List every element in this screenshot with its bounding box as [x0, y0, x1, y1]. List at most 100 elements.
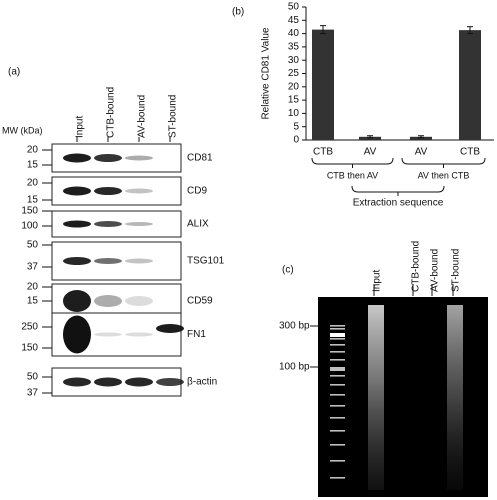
bar — [359, 136, 381, 140]
marker-label: 300 bp — [279, 321, 310, 332]
bar — [312, 29, 334, 140]
protein-label: CD9 — [187, 186, 207, 197]
y-tick-label: 50 — [288, 2, 300, 13]
mw-label: 20 — [27, 282, 39, 293]
ladder-band — [330, 338, 345, 340]
lane-label: Input — [372, 270, 383, 292]
lane-label: AV-bound — [137, 95, 148, 138]
blot-band — [125, 377, 153, 387]
y-tick-label: 45 — [288, 15, 300, 26]
mw-label: 20 — [27, 178, 39, 189]
blot-band — [125, 258, 153, 264]
ladder-band — [330, 325, 345, 327]
x-tick-label: AV — [364, 147, 377, 158]
blot-band — [63, 257, 91, 265]
mw-header: MW (kDa) — [2, 125, 43, 135]
blot-band — [94, 154, 122, 162]
ladder-band — [330, 333, 345, 337]
ladder-band — [330, 328, 345, 330]
blot-band — [125, 332, 153, 337]
blot-band — [125, 296, 153, 306]
protein-label: CD81 — [187, 153, 213, 164]
x-axis-label: Extraction sequence — [353, 198, 444, 209]
blot-band — [125, 188, 153, 194]
panel-label: (a) — [8, 67, 20, 78]
bracket — [311, 157, 394, 168]
marker-label: 100 bp — [279, 362, 310, 373]
blot-band — [125, 155, 153, 161]
x-tick-label: CTB — [313, 147, 333, 158]
ladder-band — [330, 375, 345, 377]
ladder-band — [330, 384, 345, 386]
y-tick-label: 25 — [288, 68, 300, 79]
bar — [410, 136, 432, 140]
x-tick-label: AV — [415, 147, 428, 158]
blot-band — [63, 186, 91, 196]
blot-band — [94, 187, 122, 195]
bar — [459, 30, 481, 141]
blot-band — [125, 222, 153, 226]
lane-label: CTB-bound — [106, 87, 117, 138]
panel-label: (c) — [282, 265, 294, 276]
y-tick-label: 30 — [288, 55, 300, 66]
lane-label: Input — [75, 116, 86, 138]
group-label: CTB then AV — [327, 170, 378, 180]
blot-band — [63, 315, 91, 354]
y-axis-label: Relative CD81 Value — [261, 27, 272, 120]
y-tick-label: 20 — [288, 81, 300, 92]
ladder-band — [330, 359, 345, 361]
ladder-band — [330, 477, 345, 479]
bracket — [351, 185, 445, 196]
mw-label: 37 — [27, 262, 39, 273]
y-tick-label: 0 — [293, 135, 299, 146]
lane-label: ST-bound — [451, 249, 462, 292]
y-tick-label: 5 — [293, 121, 299, 132]
blot-band — [94, 332, 122, 337]
ladder-band — [330, 417, 345, 419]
blot-band — [156, 324, 184, 333]
blot-band — [156, 378, 184, 386]
blot-band — [63, 290, 91, 312]
lane-smear — [368, 305, 384, 490]
mw-label: 100 — [21, 221, 38, 232]
mw-label: 50 — [27, 372, 39, 383]
blot-band — [63, 220, 91, 228]
protein-label: β-actin — [187, 377, 217, 388]
bracket — [401, 157, 486, 168]
mw-label: 37 — [27, 388, 39, 399]
y-tick-label: 35 — [288, 42, 300, 53]
ladder-band — [330, 351, 345, 353]
blot-band — [94, 258, 122, 264]
protein-label: CD59 — [187, 296, 213, 307]
blot-band — [94, 377, 122, 387]
mw-label: 15 — [27, 195, 39, 206]
blot-band — [63, 377, 91, 387]
ladder-band — [330, 430, 345, 432]
mw-label: 15 — [27, 160, 39, 171]
blot-band — [63, 153, 91, 163]
y-tick-label: 40 — [288, 28, 300, 39]
y-tick-label: 15 — [288, 95, 300, 106]
blot-band — [94, 221, 122, 227]
mw-label: 150 — [21, 343, 38, 354]
protein-label: ALIX — [187, 219, 209, 230]
lane-label: CTB-bound — [411, 241, 422, 292]
ladder-band — [330, 444, 345, 446]
mw-label: 20 — [27, 145, 39, 156]
mw-label: 250 — [21, 322, 38, 333]
protein-label: FN1 — [187, 329, 206, 340]
ladder-band — [330, 460, 345, 462]
blot-band — [94, 295, 122, 307]
panel-label: (b) — [232, 7, 244, 18]
ladder-band — [330, 367, 345, 371]
ladder-band — [330, 405, 345, 407]
y-tick-label: 10 — [288, 108, 300, 119]
protein-label: TSG101 — [187, 256, 225, 267]
lane-smear — [447, 305, 463, 490]
x-tick-label: CTB — [460, 147, 480, 158]
mw-label: 150 — [21, 206, 38, 217]
ladder-band — [330, 394, 345, 396]
mw-label: 50 — [27, 240, 39, 251]
lane-label: AV-bound — [430, 249, 441, 292]
